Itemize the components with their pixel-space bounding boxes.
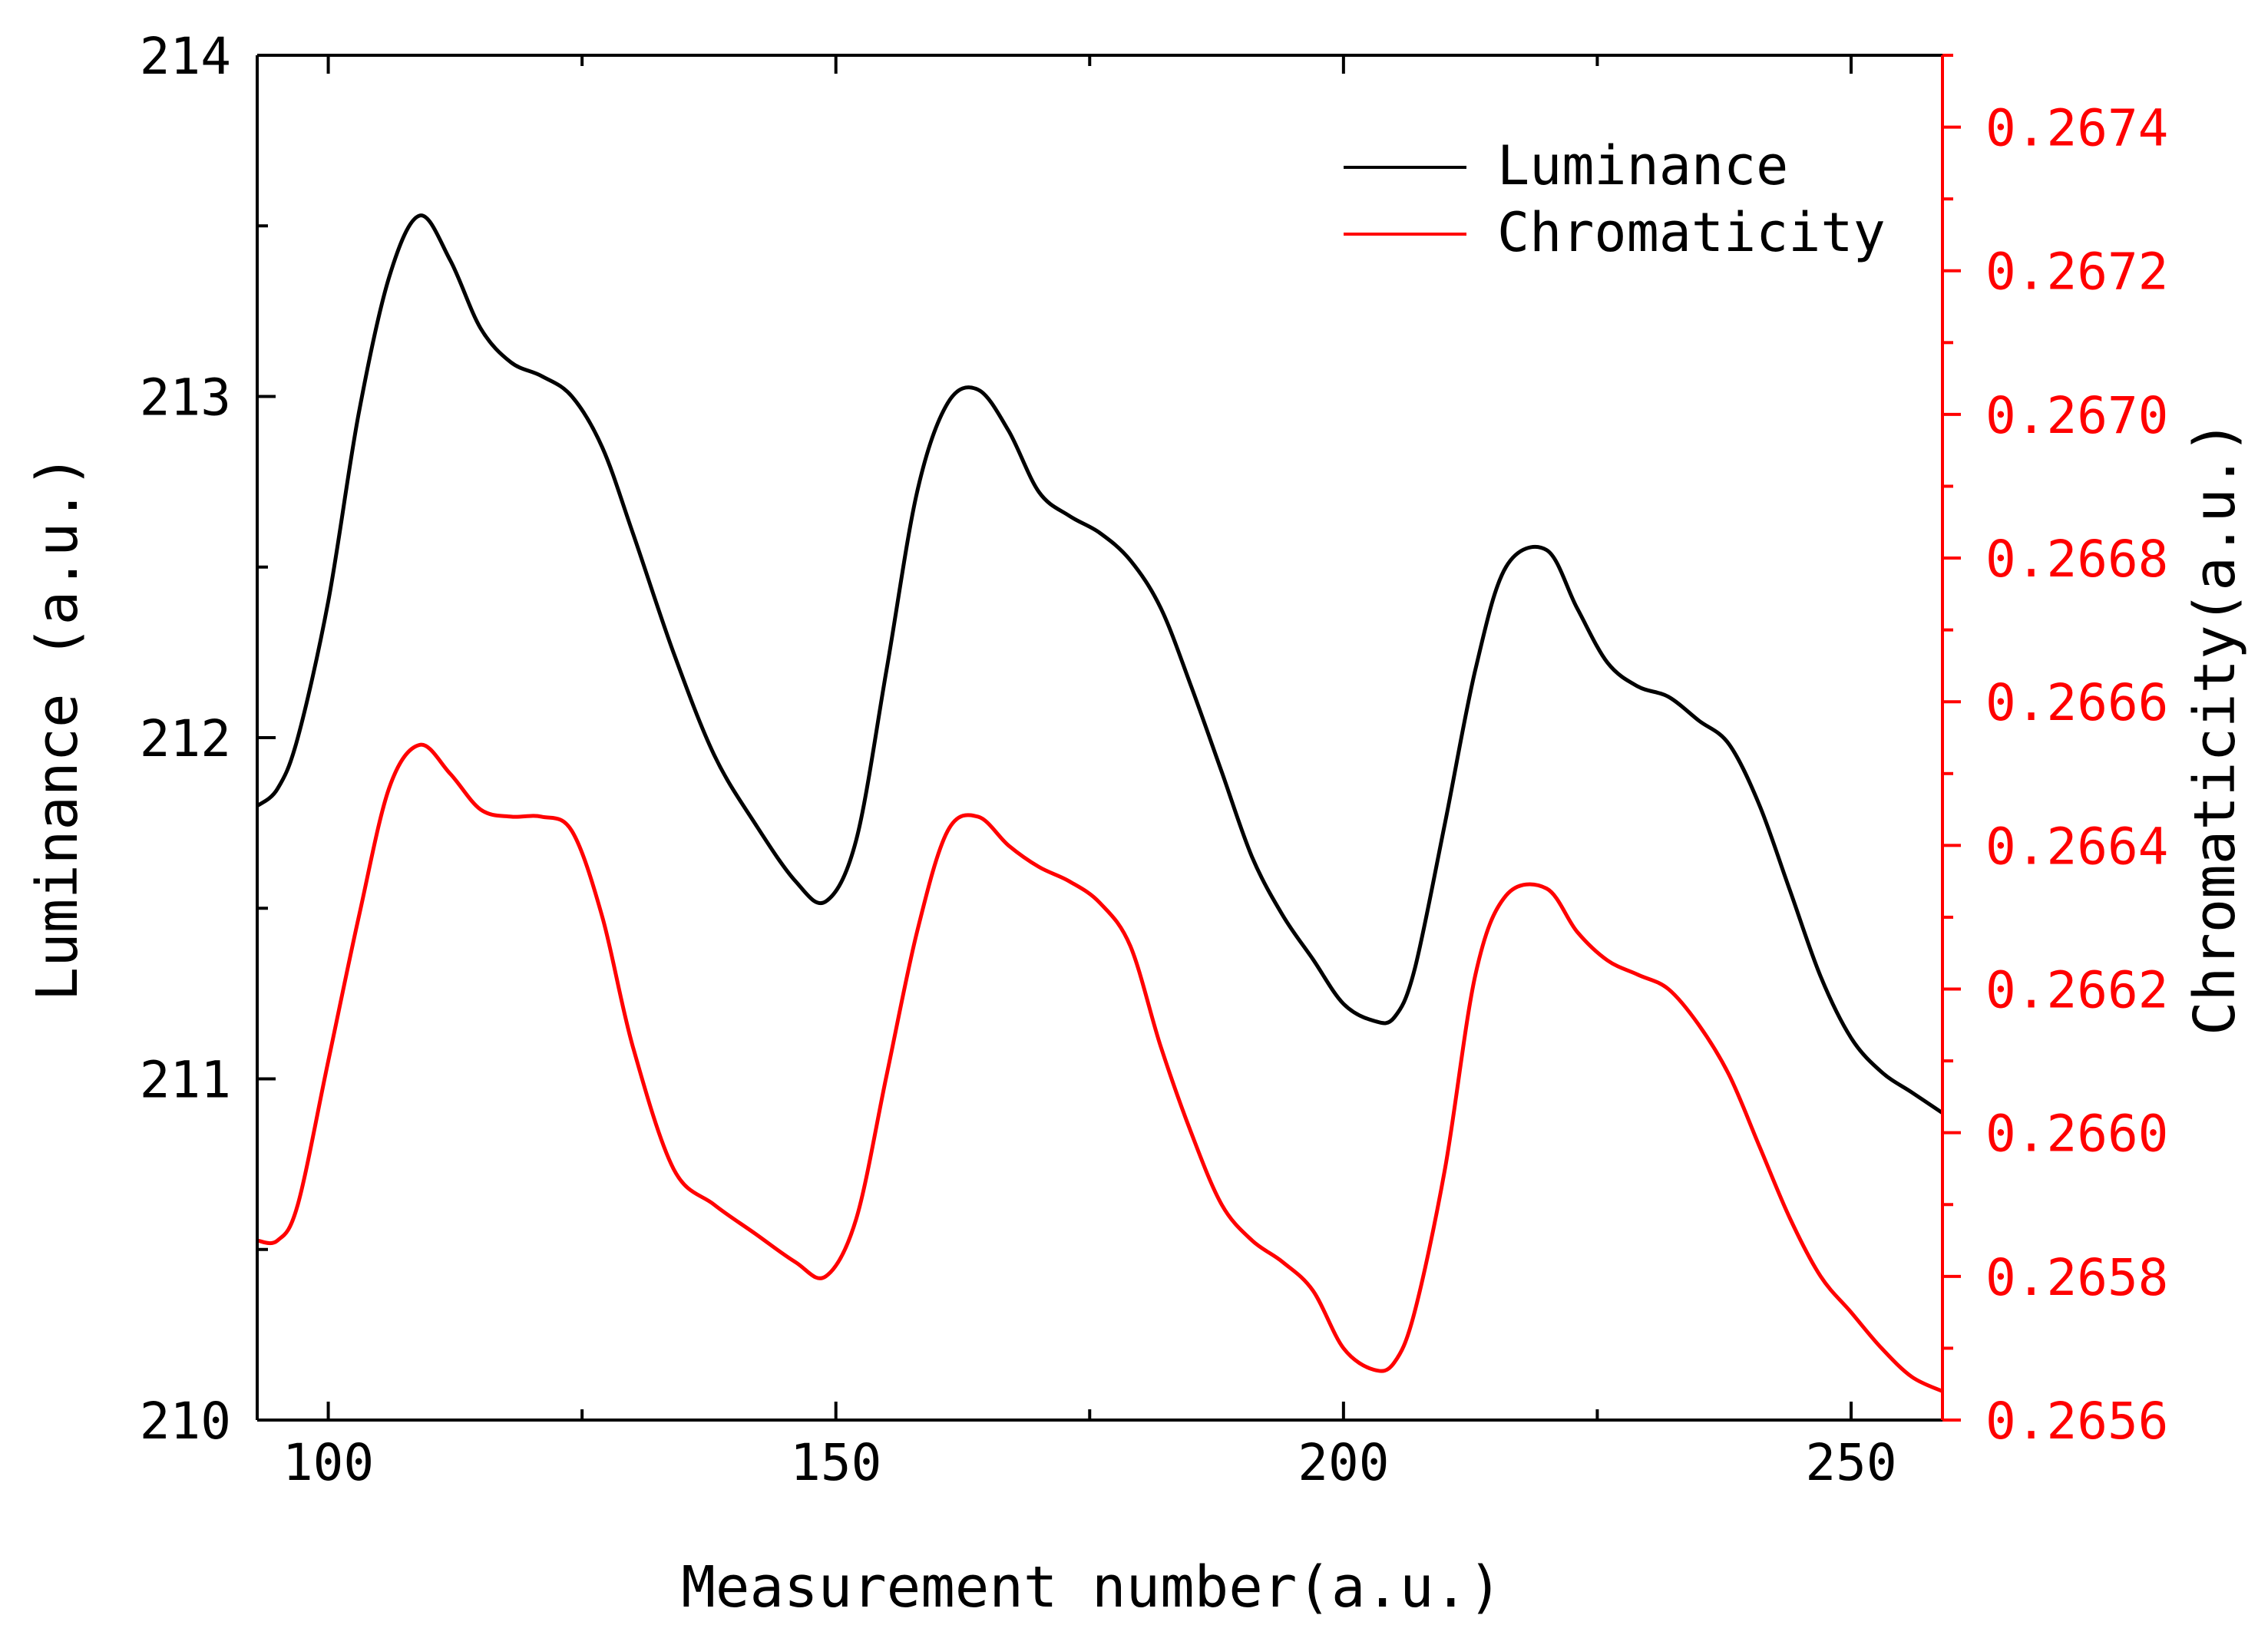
y-tick-label: 214 <box>140 27 231 86</box>
y2-tick-label: 0.2672 <box>1985 243 2168 302</box>
tick-labels: 100 150 200 250 210 211 212 213 214 0.2656 0.2658 0… <box>140 27 2169 1492</box>
series-line-luminance <box>256 213 1944 1115</box>
series-line-chromaticity <box>256 742 1944 1393</box>
y2-tick-label: 0.2670 <box>1985 386 2168 445</box>
y2-tick-label: 0.2674 <box>1985 99 2168 158</box>
y2-tick-label: 0.2662 <box>1985 961 2168 1020</box>
x-axis-title: Measurement number(a.u.) <box>681 1554 1502 1620</box>
y-tick-label: 212 <box>140 709 231 768</box>
y-tick-label: 213 <box>140 368 231 428</box>
y2-tick-label: 0.2656 <box>1985 1392 2168 1451</box>
y-tick-label: 211 <box>140 1051 231 1110</box>
y2-axis-title: Chromaticity(a.u.) <box>2182 420 2248 1035</box>
legend-label-luminance: Luminance <box>1497 134 1788 197</box>
x-tick-label: 150 <box>790 1433 881 1492</box>
ticks <box>256 54 1961 1422</box>
y2-tick-label: 0.2664 <box>1985 817 2168 876</box>
y2-tick-label: 0.2666 <box>1985 673 2168 732</box>
y2-tick-label: 0.2668 <box>1985 530 2168 589</box>
y2-tick-label: 0.2660 <box>1985 1105 2168 1164</box>
y-tick-label: 210 <box>140 1392 231 1451</box>
plot-area <box>256 213 1944 1393</box>
legend-label-chromaticity: Chromaticity <box>1497 201 1886 264</box>
y2-tick-label: 0.2658 <box>1985 1248 2168 1307</box>
x-tick-label: 250 <box>1805 1433 1896 1492</box>
legend: Luminance Chromaticity <box>1344 134 1886 264</box>
y-axis-title: Luminance (a.u.) <box>25 454 91 1002</box>
x-tick-label: 100 <box>283 1433 374 1492</box>
x-tick-label: 200 <box>1298 1433 1389 1492</box>
